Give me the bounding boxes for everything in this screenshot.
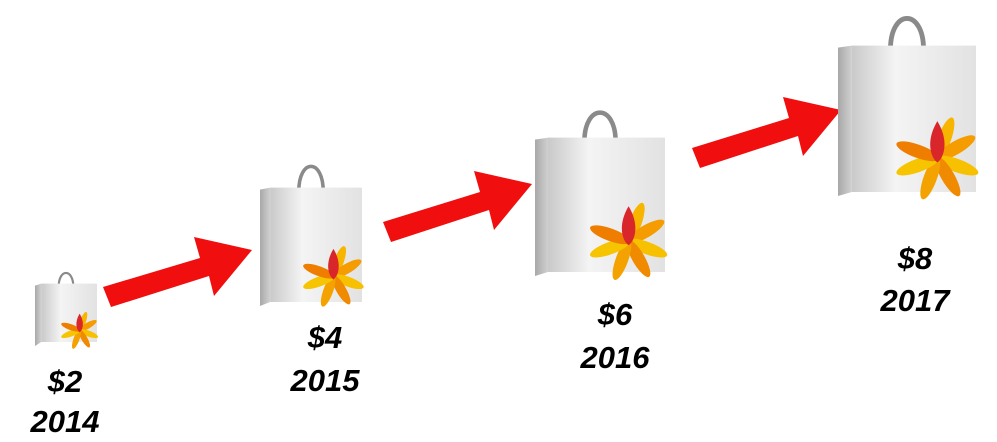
value-label: $4 [307,320,342,355]
value-label: $8 [897,241,933,276]
year-label: 2017 [880,283,952,318]
shopping-bag [838,18,980,201]
arrow [383,171,532,242]
bag-handle [584,113,615,142]
shopping-bag [35,273,99,350]
infographic: $2 2014 $4 2015 $6 2016 $8 2017 [0,0,997,442]
bag-side [260,188,270,306]
value-label: $6 [597,297,633,332]
shopping-bag [260,166,365,308]
arrows [103,97,841,307]
shopping-bag [535,113,669,282]
year-label: 2015 [290,363,361,398]
bag-side [838,46,852,196]
year-label: 2014 [30,404,100,439]
bag-side [35,284,41,346]
bag-handle [890,18,923,49]
arrow [692,97,841,168]
year-label: 2016 [580,340,651,375]
value-label: $2 [47,364,82,399]
bag-side [535,138,548,276]
arrow [103,237,252,307]
